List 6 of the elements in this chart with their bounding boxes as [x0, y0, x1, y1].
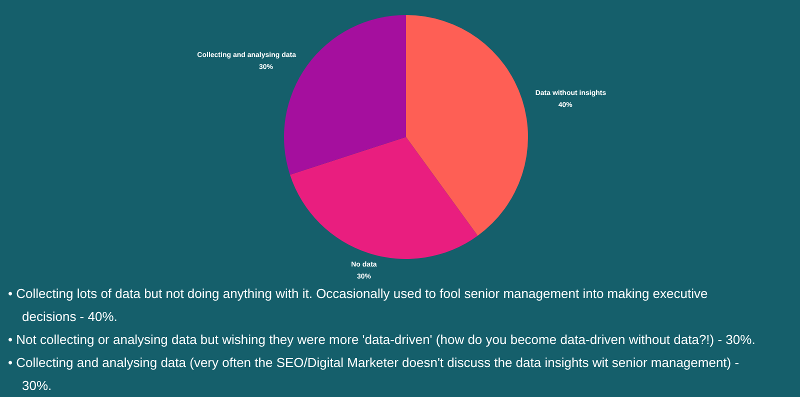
pie-slice	[284, 15, 406, 175]
text: • Collecting and analysing data (very often the SEO/Digital Marketer doesn't discuss the data insights wit senior management) - 30%.	[8, 354, 740, 395]
pie-slice	[290, 137, 478, 259]
text: • Not collecting or analysing data but wishing they were more 'data-driven' (how do you become data-driven without data?!) - 30%.	[8, 331, 756, 349]
pie-slice	[406, 15, 528, 236]
text: • Collecting lots of data but not doing anything with it. Occasionally used to fool senior management into making executive decisions - 40%.	[8, 285, 709, 326]
